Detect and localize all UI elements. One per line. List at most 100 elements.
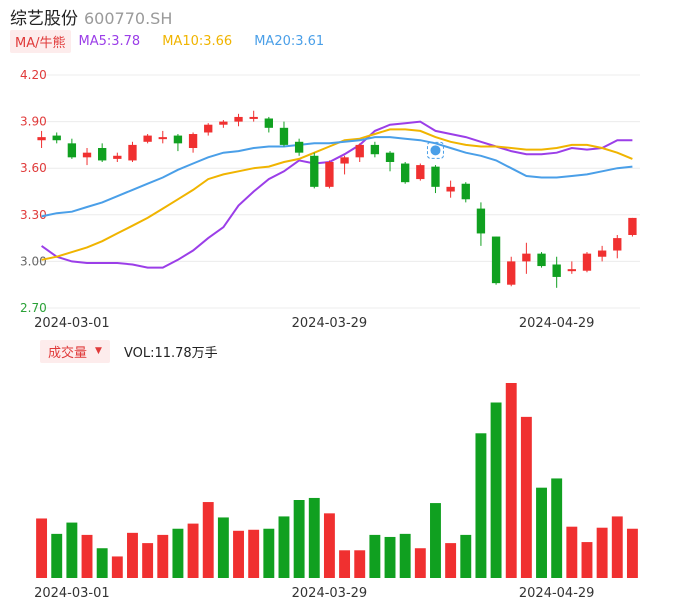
- event-marker[interactable]: [426, 141, 444, 159]
- candle: [37, 130, 46, 149]
- candlesticks: [37, 110, 637, 288]
- candle-body: [370, 144, 380, 155]
- candle-body: [67, 143, 77, 158]
- candle-body: [461, 183, 470, 200]
- candle-body: [416, 165, 425, 180]
- volume-bar: [384, 536, 396, 578]
- candle-body: [476, 208, 486, 234]
- candle-body: [431, 166, 440, 187]
- volume-bar: [475, 433, 487, 578]
- y-tick-label: 4.20: [20, 68, 47, 82]
- volume-bar: [445, 543, 457, 578]
- candle: [325, 160, 334, 189]
- volume-bar: [339, 550, 351, 578]
- volume-bar: [308, 497, 320, 578]
- candle: [597, 245, 607, 262]
- candle-body: [552, 264, 561, 277]
- candle: [567, 261, 576, 274]
- x-tick-label: 2024-03-29: [292, 316, 368, 331]
- candle-body: [507, 261, 516, 285]
- candle-body: [294, 141, 304, 153]
- candle: [582, 252, 592, 273]
- candle-body: [385, 152, 395, 162]
- ma20-line: [41, 136, 633, 218]
- volume-bar: [172, 528, 184, 578]
- candle: [370, 141, 380, 158]
- volume-bar: [490, 402, 502, 578]
- volume-bar: [263, 528, 275, 578]
- y-tick-label: 2.70: [20, 301, 47, 315]
- candle-body: [128, 144, 137, 161]
- candle: [143, 134, 152, 144]
- candle-body: [325, 161, 334, 187]
- volume-bar: [414, 548, 426, 578]
- volume-bar: [233, 530, 244, 578]
- candle-body: [264, 118, 273, 128]
- candle: [264, 116, 273, 133]
- candle: [188, 132, 198, 153]
- candle: [491, 236, 501, 285]
- x-tick-label: 2024-04-29: [519, 316, 595, 331]
- candle-body: [234, 116, 243, 122]
- x-tick-label: 2024-03-01: [34, 316, 110, 331]
- price-grid: [34, 74, 640, 309]
- candle: [113, 152, 122, 162]
- volume-bar: [293, 500, 305, 578]
- volume-bar: [566, 526, 578, 578]
- volume-indicator-select[interactable]: 成交量 ▼: [40, 339, 110, 363]
- candle: [128, 141, 137, 162]
- candle: [401, 161, 410, 184]
- volume-x-tick-label: 2024-03-01: [34, 586, 110, 601]
- volume-bar: [626, 528, 638, 578]
- volume-bar: [142, 543, 154, 578]
- candle: [385, 151, 395, 172]
- volume-bar: [81, 534, 93, 578]
- candle: [416, 163, 425, 181]
- candle: [355, 143, 364, 162]
- candle: [82, 148, 92, 166]
- candle-body: [204, 124, 213, 133]
- candle: [507, 256, 516, 287]
- candle-body: [401, 163, 410, 183]
- ma5-line: [41, 120, 633, 269]
- volume-bar: [66, 522, 78, 578]
- candle: [234, 113, 243, 127]
- volume-bar: [354, 550, 366, 578]
- candle-body: [98, 148, 107, 161]
- ma5-label: MA5:3.78: [78, 33, 141, 49]
- candle: [522, 242, 531, 274]
- candle: [67, 138, 77, 159]
- volume-bar: [323, 513, 335, 578]
- volume-bar: [202, 502, 214, 578]
- candle: [98, 143, 107, 162]
- y-tick-label: 3.90: [20, 115, 47, 129]
- candle: [613, 234, 622, 259]
- candle: [446, 180, 455, 198]
- candle-body: [491, 236, 501, 284]
- candle: [52, 132, 61, 144]
- candle-body: [446, 186, 455, 192]
- volume-x-tick-label: 2024-04-29: [519, 586, 595, 601]
- volume-bar: [248, 529, 260, 578]
- ma20-label: MA20:3.61: [254, 33, 325, 49]
- candle: [628, 217, 637, 237]
- price-x-axis: 2024-03-01 2024-03-29 2024-04-29: [34, 316, 594, 331]
- ma-toggle-button[interactable]: MA/牛熊: [10, 29, 71, 53]
- candle-body: [340, 157, 349, 164]
- candle: [204, 123, 213, 136]
- stock-header: 综艺股份 600770.SH: [10, 4, 173, 29]
- price-y-axis: 4.20 3.90 3.60 3.30 3.00 2.70: [20, 68, 47, 315]
- stock-code: 600770.SH: [84, 9, 173, 28]
- ma-legend: MA/牛熊 MA5:3.78 MA10:3.66 MA20:3.61: [10, 29, 346, 53]
- candle: [219, 120, 228, 128]
- volume-bar: [611, 516, 623, 578]
- candle: [310, 152, 319, 189]
- volume-bar: [505, 383, 517, 578]
- candle: [552, 256, 561, 288]
- candle-body: [310, 155, 319, 187]
- candle: [279, 121, 289, 147]
- marker-frame: [426, 141, 444, 159]
- moving-average-lines: [41, 120, 633, 269]
- y-tick-label: 3.30: [20, 208, 47, 222]
